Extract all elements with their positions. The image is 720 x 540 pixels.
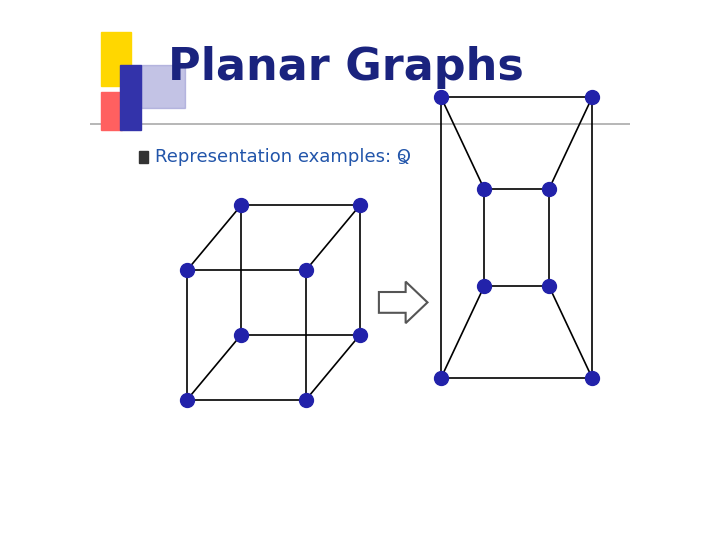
Text: Planar Graphs: Planar Graphs <box>168 46 524 89</box>
Bar <box>101 92 122 130</box>
Bar <box>141 65 184 108</box>
Bar <box>138 151 148 163</box>
Text: 3: 3 <box>398 153 407 167</box>
Polygon shape <box>379 282 428 323</box>
Text: Representation examples: Q: Representation examples: Q <box>155 147 411 166</box>
Bar <box>101 32 130 86</box>
Bar <box>120 65 141 130</box>
